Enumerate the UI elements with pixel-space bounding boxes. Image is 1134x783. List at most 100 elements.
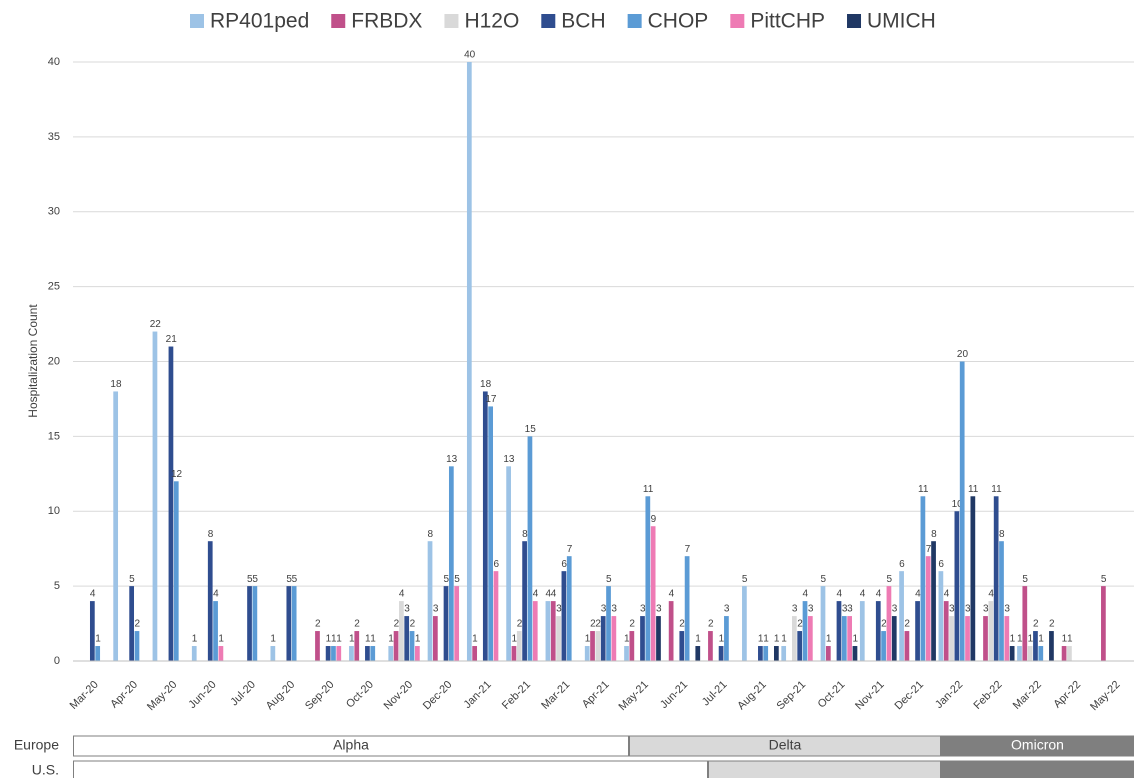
x-tick-label: Sep-20 [303,679,337,713]
legend-swatch [331,14,346,28]
x-tick-label: Jul-20 [228,679,258,709]
period-box [73,760,708,782]
data-label: 3 [433,604,439,615]
data-label: 11 [991,484,1002,495]
data-label: 3 [792,604,798,615]
legend-label: PittCHP [750,10,825,33]
row-label: Europe [14,737,59,753]
data-label: 2 [354,619,360,630]
bar [886,586,892,661]
legend-swatch [627,14,642,28]
data-label: 1 [95,634,101,645]
data-label: 1 [218,634,224,645]
data-label: 1 [326,634,332,645]
bar [556,616,561,661]
data-label: 4 [988,589,994,600]
x-tick-label: Sep-21 [775,679,809,713]
bar [624,646,629,661]
data-label: 7 [685,544,691,555]
data-label: 4 [399,589,405,600]
legend-label: BCH [561,10,605,33]
x-tick-label: Nov-21 [853,679,887,713]
x-tick-label: Jun-20 [186,679,218,711]
data-label: 1 [331,634,337,645]
bar [1022,586,1028,661]
x-tick-label: May-21 [617,679,651,713]
bar [89,601,95,661]
x-tick-label: Dec-20 [421,679,455,713]
bar [640,616,645,661]
data-label: 11 [918,484,929,495]
bar [443,586,449,661]
bar [448,466,454,661]
bar [388,646,394,661]
data-label: 13 [446,454,458,465]
legend-label: RP401ped [210,10,309,33]
period-box [941,760,1134,782]
data-label: 3 [656,604,662,615]
bar [899,571,904,661]
bar [781,646,787,661]
data-label: 2 [315,619,321,630]
data-label: 4 [860,589,866,600]
data-label: 11 [968,484,979,495]
x-tick-label: Nov-20 [382,679,416,713]
x-tick-label: Feb-22 [972,679,1005,712]
data-label: 1 [270,634,276,645]
data-label: 4 [533,589,539,600]
data-label: 5 [1101,574,1107,585]
legend-swatch [730,14,745,28]
bar [218,646,224,661]
data-label: 3 [842,604,848,615]
bar [252,586,258,661]
data-label: 1 [336,634,342,645]
bar [1017,646,1022,661]
period-label: Delta [769,737,802,753]
y-tick-label: 10 [48,505,60,517]
y-tick-label: 15 [48,430,60,442]
data-label: 3 [640,604,646,615]
data-label: 1 [585,634,591,645]
period-label: Omicron [1011,737,1064,753]
bar [763,646,769,661]
bar [1004,616,1010,661]
data-label: 4 [876,589,882,600]
bar [134,631,140,661]
x-tick-label: Apr-20 [108,679,140,711]
data-label: 3 [949,604,955,615]
bar [820,586,826,661]
bar [847,616,852,661]
data-label: 3 [724,604,730,615]
data-label: 13 [503,454,515,465]
bar [365,646,370,661]
x-tick-label: Jan-22 [933,679,965,711]
bar [695,646,701,661]
data-label: 4 [803,589,809,600]
data-label: 8 [208,529,214,540]
bar [993,496,999,661]
data-label: 5 [886,574,892,585]
data-label: 18 [110,379,122,390]
bar [95,646,101,661]
data-label: 1 [472,634,478,645]
bar [270,646,276,661]
bar [915,601,920,661]
data-label: 20 [957,349,969,360]
legend-label: UMICH [867,10,936,33]
data-label: 1 [365,634,371,645]
data-label: 3 [965,604,971,615]
data-label: 6 [938,559,944,570]
bar [207,541,213,661]
data-label: 8 [999,529,1005,540]
x-tick-label: May-22 [1088,679,1122,713]
bar [1061,646,1067,661]
data-label: 8 [931,529,937,540]
bar [965,616,970,661]
data-label: 15 [525,424,537,435]
data-label: 2 [410,619,416,630]
bar [532,601,538,661]
data-label: 5 [247,574,253,585]
bar [488,406,494,661]
data-label: 1 [719,634,725,645]
bar [983,616,988,661]
